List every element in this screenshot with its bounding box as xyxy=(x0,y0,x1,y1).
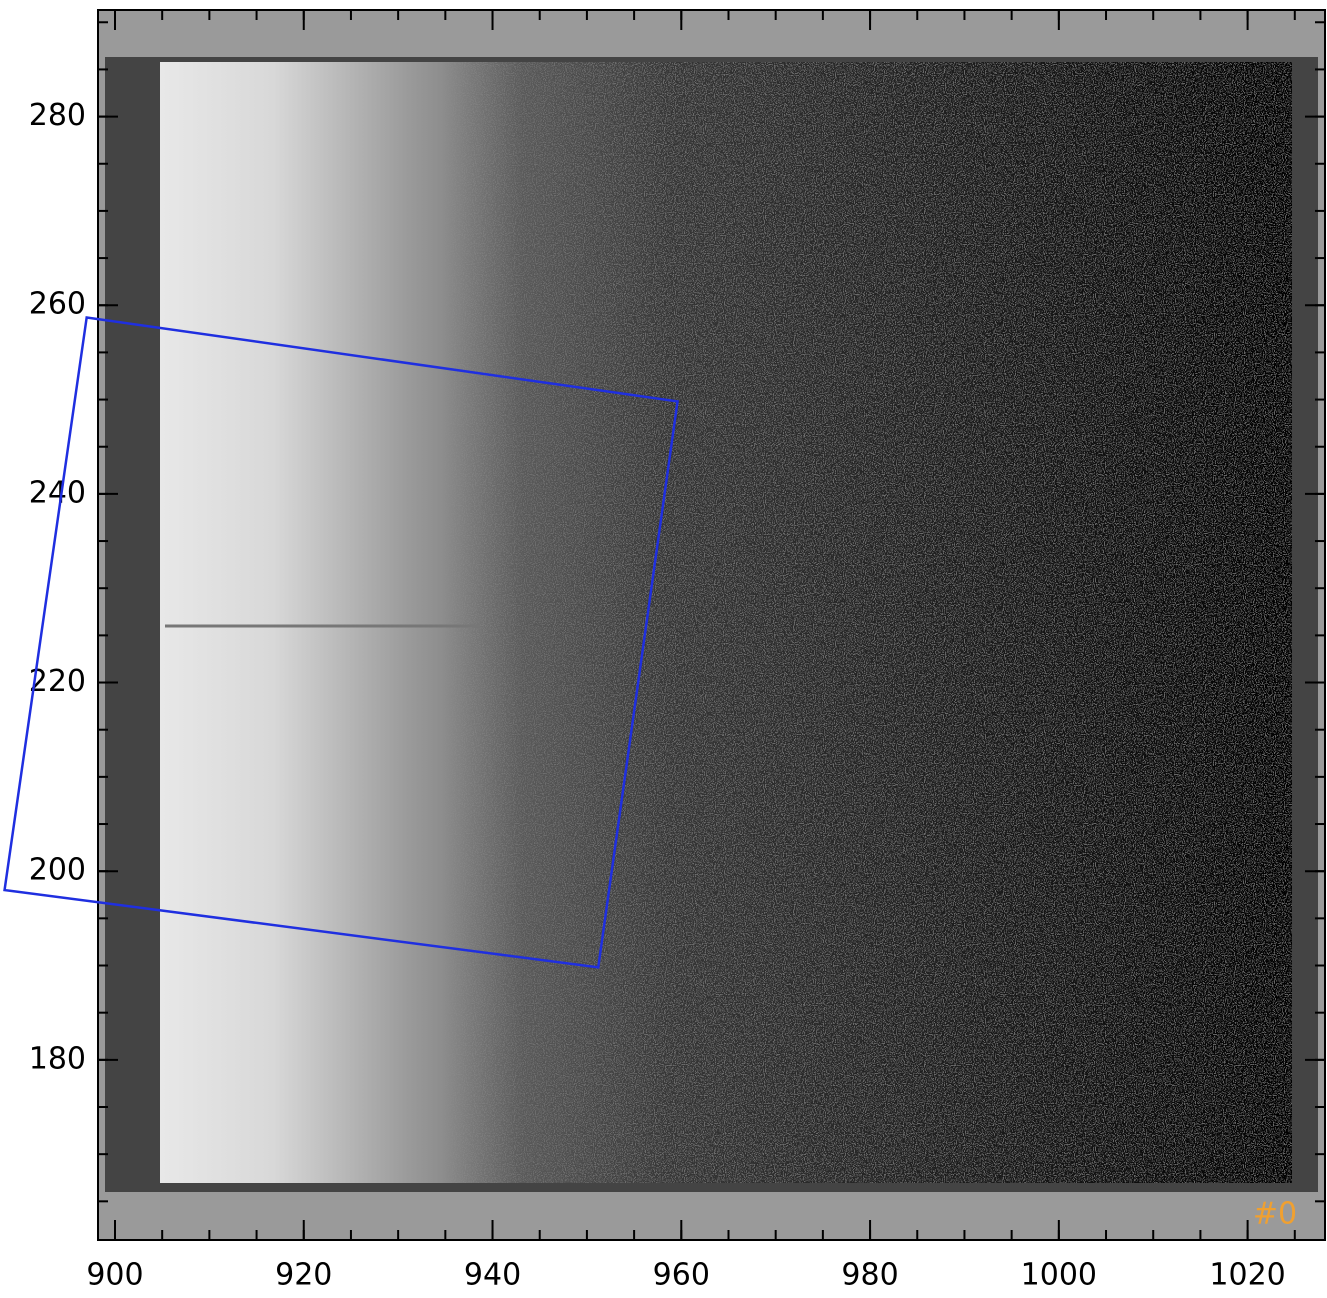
overlay-box xyxy=(3,316,679,969)
x-tick-label: 900 xyxy=(86,1258,143,1293)
noise xyxy=(160,62,1292,1183)
y-tick-label: 220 xyxy=(29,664,86,699)
y-tick-label: 180 xyxy=(29,1041,86,1076)
y-tick-label: 240 xyxy=(29,475,86,510)
x-tick-label: 960 xyxy=(653,1258,710,1293)
x-tick-label: 940 xyxy=(464,1258,521,1293)
x-tick-label: 980 xyxy=(841,1258,898,1293)
x-tick-label: 920 xyxy=(275,1258,332,1293)
y-tick-label: 260 xyxy=(29,287,86,322)
x-tick-label: 1020 xyxy=(1209,1258,1285,1293)
x-tick-label: 1000 xyxy=(1021,1258,1097,1293)
axes-frame xyxy=(97,9,1326,1241)
y-tick-label: 200 xyxy=(29,853,86,888)
annotation: #0 xyxy=(1253,1197,1297,1232)
y-tick-label: 280 xyxy=(29,98,86,133)
